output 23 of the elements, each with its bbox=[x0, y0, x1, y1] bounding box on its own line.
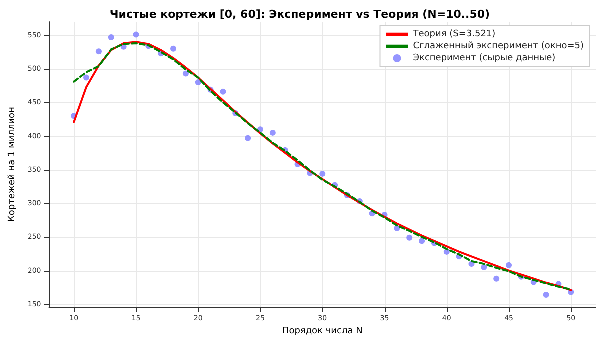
point bbox=[320, 170, 326, 177]
point bbox=[494, 276, 500, 282]
point bbox=[506, 262, 512, 268]
point bbox=[84, 74, 90, 81]
legend-label: Эксперимент (сырые данные) bbox=[413, 54, 556, 64]
x-axis-title: Порядок числа N bbox=[282, 326, 363, 336]
point bbox=[96, 48, 102, 55]
point bbox=[133, 32, 140, 38]
point bbox=[543, 292, 550, 298]
point bbox=[245, 135, 252, 142]
y-axis-title: Кортежей на 1 миллион bbox=[8, 106, 18, 222]
point bbox=[481, 264, 488, 270]
point bbox=[182, 70, 189, 77]
point bbox=[108, 34, 114, 40]
legend-label: Сглаженный эксперимент (окно=5) bbox=[413, 42, 584, 52]
legend-label: Теория (S=3.521) bbox=[412, 30, 496, 40]
point bbox=[270, 130, 276, 136]
chart-title: Чистые кортежи [0, 60]: Эксперимент vs Теория (N=10..50) bbox=[110, 8, 490, 21]
point bbox=[406, 234, 413, 241]
point bbox=[220, 88, 226, 95]
point bbox=[195, 80, 202, 86]
point bbox=[170, 46, 177, 52]
point bbox=[419, 238, 426, 244]
